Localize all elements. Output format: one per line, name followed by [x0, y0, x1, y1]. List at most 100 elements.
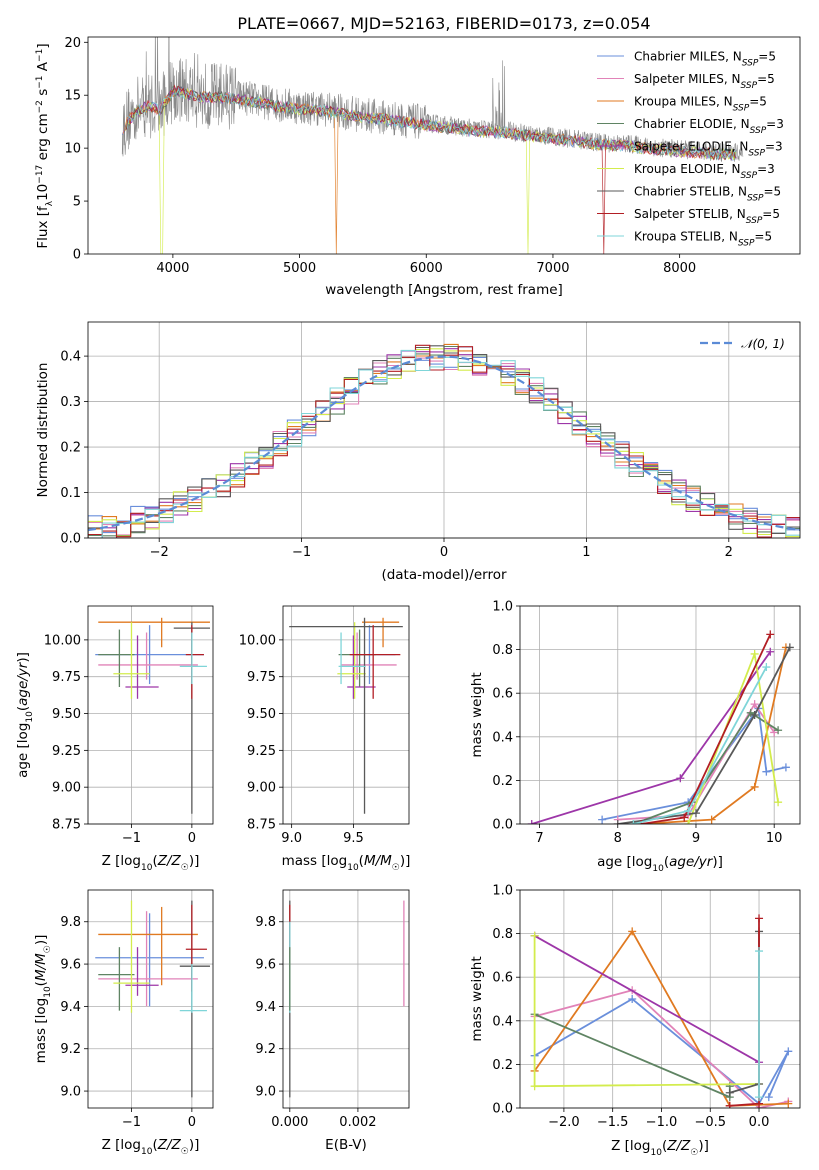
axes: 4000 5000 6000 7000 8000 0 5 10 15 20 — [64, 36, 801, 276]
y-tick-label: 10 — [64, 142, 81, 157]
x-axis-label: (data-model)/error — [381, 567, 507, 583]
legend-label: Chabrier MILES, NSSP=5 — [634, 50, 776, 69]
mass-weight-marker — [530, 931, 539, 940]
x-tick-label: 5000 — [283, 261, 316, 276]
mass-weight-marker — [598, 815, 607, 824]
y-tick-label: 8.75 — [52, 818, 81, 833]
y-axis-label: mass weight — [469, 956, 485, 1041]
axes: −1 0 8.75 9.00 9.25 9.50 9.75 10.00 — [44, 605, 214, 846]
mass-weight-marker — [766, 647, 775, 656]
plot-area — [121, 37, 744, 254]
mass-weight-marker — [530, 1082, 539, 1091]
mass-weight-marker — [707, 815, 716, 824]
model-spectrum-line — [126, 88, 736, 161]
x-axis-label: mass [log10(M/M☉)] — [282, 853, 411, 873]
axes-frame — [519, 605, 801, 825]
plot-area — [95, 617, 210, 814]
x-tick-label: 4000 — [156, 261, 189, 276]
y-tick-label: 0.8 — [492, 643, 513, 658]
x-tick-label: 10 — [766, 831, 783, 846]
mass-weight-marker — [613, 820, 622, 824]
y-tick-label: 0.2 — [492, 1058, 513, 1073]
legend-label: Chabrier ELODIE, NSSP=3 — [634, 117, 784, 136]
y-tick-label: 1.0 — [492, 884, 513, 899]
y-tick-label: 9.4 — [60, 1000, 81, 1015]
mass-weight-line — [729, 918, 760, 1107]
mass-weight-line — [729, 931, 760, 1094]
y-tick-label: 8.75 — [247, 818, 276, 833]
mass-weight-marker — [725, 1088, 734, 1097]
y-tick-label: 0.6 — [492, 971, 513, 986]
axes-frame — [87, 321, 801, 539]
axes: 9.0 9.5 8.75 9.00 9.25 9.50 9.75 10.00 — [239, 605, 410, 846]
x-tick-label: −1 — [122, 831, 141, 846]
mass-weight-marker — [784, 1099, 793, 1108]
legend-label: Salpeter ELODIE, NSSP=3 — [634, 140, 783, 159]
x-tick-label: 9.5 — [343, 831, 364, 846]
mass-weight-marker — [750, 649, 759, 658]
y-tick-label: 9.75 — [247, 670, 276, 685]
mass-weight-marker — [755, 1093, 764, 1102]
mass-weight-marker — [628, 995, 637, 1003]
y-tick-label: 0.0 — [492, 1102, 513, 1117]
weight_vs_Z-panel: −2.0 −1.5 −1.0 −0.5 0.0 0.0 0.2 0.4 0.6 0.8 1.0 Z [… — [469, 884, 801, 1158]
x-tick-label: −2 — [150, 545, 169, 560]
y-tick-label: 10.00 — [239, 633, 276, 648]
x-axis-label: wavelength [Angstrom, rest frame] — [325, 282, 563, 298]
y-tick-label: 9.0 — [255, 1085, 276, 1100]
spectrum-panel: 4000 5000 6000 7000 8000 0 5 10 15 20 wavelength [… — [35, 36, 801, 298]
x-tick-label: 1 — [582, 545, 590, 560]
mass-weight-line — [601, 706, 787, 821]
plot-area — [289, 900, 405, 1098]
x-tick-label: 9 — [692, 831, 700, 846]
x-tick-label: −1 — [292, 545, 311, 560]
y-tick-label: 0.1 — [60, 486, 81, 501]
legend-label: Chabrier STELIB, NSSP=5 — [634, 185, 781, 204]
y-tick-label: 0.6 — [492, 687, 513, 702]
legend-label: Kroupa STELIB, NSSP=5 — [634, 230, 772, 249]
mass-weight-marker — [527, 820, 536, 824]
mass_vs_Z-panel: −1 0 9.0 9.2 9.4 9.6 9.8 Z [log10(Z/Z☉)] mass [l… — [33, 889, 214, 1157]
legend-label: Salpeter STELIB, NSSP=5 — [634, 207, 780, 226]
y-tick-label: 9.00 — [52, 781, 81, 796]
axes: 0.000 0.002 9.0 9.2 9.4 9.6 9.8 — [255, 889, 410, 1130]
y-tick-label: 9.8 — [60, 915, 81, 930]
y-tick-label: 9.8 — [255, 915, 276, 930]
x-tick-label: −2.0 — [548, 1115, 580, 1130]
plot-area — [527, 630, 794, 824]
legend-label: Kroupa ELODIE, NSSP=3 — [634, 162, 775, 181]
axes-frame — [282, 605, 410, 825]
plot-area — [95, 900, 210, 1098]
x-tick-label: 0 — [188, 1115, 196, 1130]
x-tick-label: 8 — [614, 831, 622, 846]
legend-label: 𝒩(0, 1) — [741, 337, 785, 351]
y-tick-label: 9.2 — [255, 1042, 276, 1057]
y-tick-label: 0.0 — [60, 532, 81, 547]
y-tick-label: 9.25 — [52, 744, 81, 759]
y-axis-label: Normed distribution — [35, 363, 51, 498]
mass-weight-marker — [784, 1047, 793, 1056]
axes-frame — [87, 889, 214, 1109]
mass-weight-marker — [764, 1093, 773, 1102]
y-tick-label: 0.2 — [492, 774, 513, 789]
mass-weight-marker — [755, 947, 764, 956]
x-tick-label: 0 — [188, 831, 196, 846]
figure-title: PLATE=0667, MJD=52163, FIBERID=0173, z=0… — [237, 14, 650, 33]
legend: Chabrier MILES, NSSP=5 Salpeter MILES, NS… — [597, 50, 784, 249]
mass-weight-marker — [762, 767, 771, 776]
axes-frame — [519, 889, 801, 1109]
x-tick-label: 0.002 — [339, 1115, 376, 1130]
normal-distribution-curve — [88, 355, 800, 532]
mass-weight-marker — [629, 820, 638, 824]
axes-frame — [87, 605, 214, 825]
residual-histogram-step — [88, 345, 800, 538]
y-tick-label: 0 — [73, 248, 81, 263]
y-tick-label: 9.0 — [60, 1085, 81, 1100]
mass-weight-line — [617, 646, 791, 824]
y-tick-label: 0.4 — [60, 350, 81, 365]
x-tick-label: 0 — [440, 545, 448, 560]
y-tick-label: 0.4 — [492, 1014, 513, 1029]
y-tick-label: 0.3 — [60, 395, 81, 410]
legend-label: Salpeter MILES, NSSP=5 — [634, 72, 775, 91]
mass-weight-marker — [785, 643, 794, 652]
